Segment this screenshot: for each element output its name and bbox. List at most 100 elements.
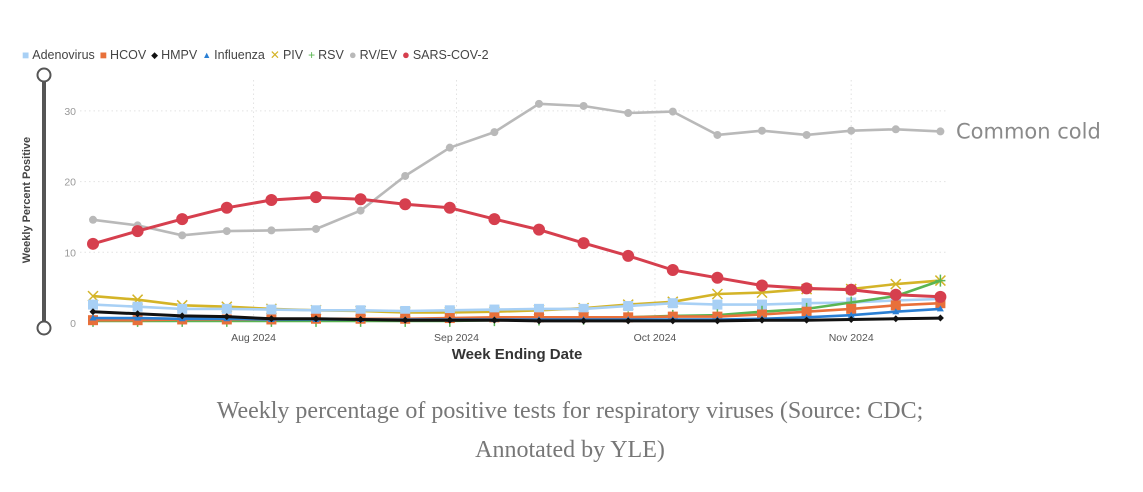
data-point-hmpv: [758, 316, 766, 324]
data-point-sars-cov-2: [131, 225, 144, 238]
data-point-rv-ev: [891, 125, 900, 134]
data-point-hmpv: [401, 316, 409, 324]
data-point-sars-cov-2: [889, 288, 902, 301]
data-point-piv: [87, 290, 99, 302]
legend-label: RSV: [318, 48, 344, 62]
data-point-hmpv: [490, 316, 498, 324]
y-tick-label: 30: [64, 106, 76, 118]
legend-item-rv-ev[interactable]: ● RV/EV: [349, 48, 397, 62]
data-point-influenza: [936, 305, 944, 312]
y-range-slider-bottom-handle[interactable]: [36, 320, 52, 336]
series-line-hmpv: [92, 310, 941, 323]
data-point-adenovirus: [266, 304, 277, 315]
data-point-rv-ev: [356, 206, 365, 215]
legend-label: SARS-COV-2: [412, 48, 489, 62]
data-point-sars-cov-2: [87, 237, 99, 250]
series-line-piv: [92, 279, 941, 314]
y-range-slider[interactable]: [36, 67, 52, 336]
data-point-adenovirus: [132, 301, 143, 312]
data-point-sars-cov-2: [800, 282, 813, 295]
series-hmpv: [89, 308, 944, 325]
data-point-influenza: [847, 311, 855, 318]
series-line-rsv: [93, 279, 941, 323]
legend-item-adenovirus[interactable]: ■ Adenovirus: [22, 48, 95, 62]
data-point-hmpv: [267, 315, 275, 323]
x-tick-label: Oct 2024: [634, 332, 677, 344]
data-point-adenovirus: [355, 305, 366, 316]
data-point-adenovirus: [489, 304, 500, 315]
square-marker-icon: ■: [22, 48, 30, 62]
data-point-piv: [890, 278, 902, 290]
data-point-hmpv: [89, 308, 97, 316]
data-point-sars-cov-2: [577, 237, 590, 250]
data-point-sars-cov-2: [443, 201, 456, 214]
data-point-rv-ev: [178, 231, 187, 240]
legend-item-sars-cov-2[interactable]: ● SARS-COV-2: [402, 48, 489, 62]
data-point-rv-ev: [713, 130, 722, 139]
line-chart: Weekly Percent Positive Week Ending Date…: [21, 67, 1101, 363]
data-point-hcov: [935, 298, 946, 309]
data-point-rv-ev: [802, 130, 811, 139]
data-point-sars-cov-2: [622, 249, 635, 262]
data-point-hmpv: [357, 315, 365, 323]
triangle-marker-icon: ▲: [202, 50, 212, 60]
data-point-rv-ev: [222, 227, 231, 236]
data-point-rv-ev: [535, 99, 543, 108]
legend-item-hcov[interactable]: ■ HCOV: [100, 48, 146, 62]
legend-label: RV/EV: [359, 48, 397, 62]
data-point-sars-cov-2: [354, 193, 367, 206]
data-point-rv-ev: [312, 224, 320, 233]
data-point-rv-ev: [579, 101, 588, 110]
data-point-hmpv: [223, 313, 231, 321]
data-point-adenovirus: [667, 298, 678, 309]
legend-item-influenza[interactable]: ▲ Influenza: [202, 48, 265, 62]
data-point-hmpv: [713, 317, 721, 325]
legend-label: HCOV: [110, 48, 147, 62]
y-axis-ticks: 0 10 20 30: [64, 106, 76, 330]
data-point-rv-ev: [445, 143, 454, 152]
data-point-hmpv: [535, 317, 543, 325]
x-tick-label: Sep 2024: [434, 332, 479, 344]
data-point-hmpv: [669, 317, 677, 325]
legend-label: PIV: [282, 48, 304, 62]
chart-legend: ■ Adenovirus ■ HCOV ◆ HMPV ▲ Influenza ✕ PIV + RSV ●…: [22, 46, 494, 64]
data-point-rv-ev: [668, 107, 677, 116]
data-point-sars-cov-2: [666, 263, 679, 276]
x-axis-ticks: Aug 2024 Sep 2024 Oct 2024 Nov 2024: [231, 332, 874, 344]
series-sars-cov-2: [87, 191, 947, 303]
y-tick-label: 10: [64, 247, 76, 259]
legend-item-hmpv[interactable]: ◆ HMPV: [151, 48, 197, 62]
data-point-hmpv: [803, 316, 811, 324]
data-point-hcov: [801, 306, 812, 317]
data-point-rv-ev: [401, 171, 410, 180]
common-cold-annotation: Common cold: [956, 119, 1101, 143]
data-point-hmpv: [624, 317, 632, 325]
data-point-rv-ev: [936, 127, 945, 136]
data-point-adenovirus: [311, 305, 321, 316]
data-point-sars-cov-2: [399, 198, 412, 211]
data-point-sars-cov-2: [310, 191, 322, 204]
y-tick-label: 20: [64, 177, 76, 189]
data-point-sars-cov-2: [488, 213, 501, 226]
data-point-influenza: [134, 314, 142, 321]
y-axis-label: Weekly Percent Positive: [21, 137, 33, 263]
y-range-slider-top-handle[interactable]: [36, 67, 52, 83]
data-point-sars-cov-2: [711, 271, 724, 284]
legend-label: HMPV: [161, 48, 198, 62]
data-point-adenovirus: [712, 299, 723, 310]
gridlines: [80, 80, 948, 323]
data-point-hcov: [757, 309, 767, 320]
data-point-adenovirus: [534, 303, 544, 314]
data-point-adenovirus: [400, 305, 411, 316]
data-point-rv-ev: [847, 126, 856, 135]
data-point-sars-cov-2: [845, 283, 858, 296]
data-point-hmpv: [312, 315, 320, 323]
x-tick-label: Nov 2024: [829, 332, 874, 344]
data-point-rv-ev: [758, 126, 766, 135]
annotations: Common cold: [956, 119, 1101, 143]
data-point-hmpv: [446, 316, 454, 324]
legend-item-piv[interactable]: ✕ PIV: [270, 48, 303, 62]
data-point-adenovirus: [177, 303, 188, 314]
legend-item-rsv[interactable]: + RSV: [308, 48, 344, 62]
data-point-adenovirus: [757, 299, 767, 310]
